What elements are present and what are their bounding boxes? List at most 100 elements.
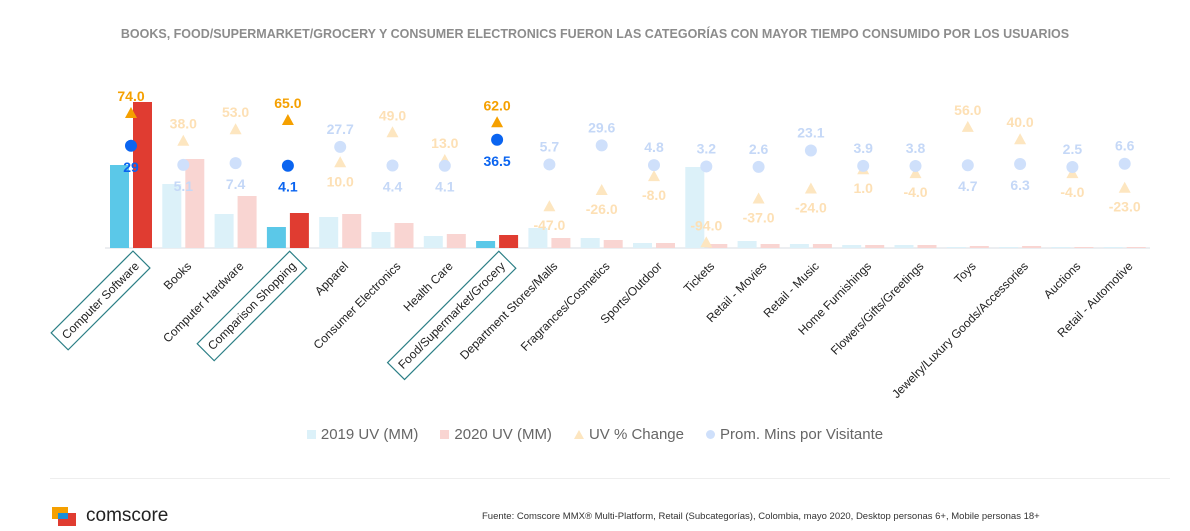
bar-2020[interactable] [185, 159, 205, 248]
bar-2019[interactable] [528, 228, 548, 248]
category-label: Health Care [401, 259, 456, 314]
uv-change-marker[interactable] [229, 123, 242, 135]
mins-marker[interactable] [700, 160, 713, 173]
legend-item-uv-change[interactable]: UV % Change [573, 426, 684, 443]
uv-change-marker[interactable] [595, 184, 608, 196]
bar-2019[interactable] [319, 217, 339, 248]
uv-change-marker[interactable] [648, 170, 660, 182]
bar-2020[interactable] [394, 223, 414, 248]
mins-marker[interactable] [804, 144, 817, 157]
legend-item-2020[interactable]: 2020 UV (MM) [440, 426, 552, 443]
bar-2019[interactable] [214, 214, 234, 248]
bar-2020[interactable] [1074, 247, 1094, 248]
comscore-logo: comscore [52, 505, 168, 527]
bar-2020[interactable] [446, 234, 466, 248]
bar-2019[interactable] [946, 247, 966, 248]
mins-marker[interactable] [961, 159, 974, 172]
uv-change-marker[interactable] [1118, 181, 1131, 193]
bar-2020[interactable] [499, 235, 519, 248]
uv-change-marker[interactable] [752, 192, 765, 204]
mins-marker[interactable] [1014, 157, 1027, 170]
bar-2020[interactable] [865, 245, 885, 248]
mins-label: 29.6 [588, 119, 615, 135]
bar-2019[interactable] [371, 232, 391, 248]
uv-change-label: 38.0 [170, 116, 197, 132]
mins-label: 23.1 [797, 125, 824, 141]
dot-icon [706, 430, 715, 439]
mins-marker[interactable] [752, 160, 765, 173]
bar-2019[interactable] [110, 165, 129, 248]
mins-marker[interactable] [177, 158, 190, 171]
mins-label: 27.7 [327, 121, 354, 137]
legend-item-mins[interactable]: Prom. Mins por Visitante [706, 426, 883, 443]
bar-2019[interactable] [580, 238, 600, 248]
bar-2019[interactable] [894, 245, 914, 248]
mins-label: 5.1 [174, 178, 194, 194]
bar-2019[interactable] [266, 227, 286, 248]
bar-2020[interactable] [760, 244, 780, 248]
mins-marker[interactable] [438, 159, 451, 172]
uv-change-marker[interactable] [909, 167, 922, 179]
uv-change-marker[interactable] [961, 120, 974, 132]
mins-label: 2.6 [749, 141, 769, 157]
uv-change-marker[interactable] [1014, 133, 1027, 145]
bar-2020[interactable] [1022, 246, 1042, 248]
mins-marker[interactable] [125, 139, 137, 152]
category-label: Auctions [1041, 259, 1083, 301]
bar-2019[interactable] [1103, 247, 1123, 248]
bar-2020[interactable] [133, 102, 152, 248]
bar-2020[interactable] [917, 245, 937, 248]
bar-2019[interactable] [633, 243, 652, 248]
bar-2019[interactable] [685, 167, 705, 248]
uv-change-label: -23.0 [1109, 199, 1141, 215]
uv-change-marker[interactable] [491, 116, 504, 128]
mins-marker[interactable] [909, 159, 922, 172]
bar-2019[interactable] [842, 245, 862, 248]
uv-change-marker[interactable] [177, 134, 190, 146]
legend-item-2019[interactable]: 2019 UV (MM) [306, 426, 418, 443]
uv-change-marker[interactable] [386, 126, 399, 138]
mins-marker[interactable] [334, 140, 347, 153]
legend-label: Prom. Mins por Visitante [720, 426, 884, 443]
chart-title: BOOKS, FOOD/SUPERMARKET/GROCERY Y CONSUM… [120, 27, 1070, 41]
mins-marker[interactable] [386, 159, 399, 172]
bar-2019[interactable] [999, 247, 1019, 248]
bar-2020[interactable] [708, 244, 728, 248]
uv-change-label: 65.0 [274, 95, 301, 111]
uv-change-label: -4.0 [903, 184, 927, 200]
uv-change-marker[interactable] [804, 182, 817, 194]
bar-2020[interactable] [656, 243, 675, 248]
bar-2020[interactable] [551, 238, 571, 248]
bar-2019[interactable] [789, 244, 809, 248]
mins-label: 4.4 [383, 178, 403, 194]
bar-2020[interactable] [969, 246, 989, 248]
bar-2020[interactable] [342, 214, 362, 248]
mins-marker[interactable] [543, 158, 556, 171]
uv-change-marker[interactable] [543, 200, 556, 212]
bar-2020[interactable] [812, 244, 832, 248]
mins-marker[interactable] [595, 139, 608, 152]
bar-2019[interactable] [1051, 247, 1071, 248]
uv-change-marker[interactable] [700, 236, 713, 248]
mins-marker[interactable] [1066, 161, 1079, 173]
bar-2019[interactable] [737, 241, 757, 248]
bar-2019[interactable] [162, 184, 182, 248]
bar-2019[interactable] [476, 241, 496, 248]
uv-change-marker[interactable] [125, 107, 137, 119]
highlight-box [196, 250, 308, 362]
uv-change-marker[interactable] [334, 156, 347, 168]
bar-2020[interactable] [289, 213, 309, 248]
bar-2020[interactable] [237, 196, 257, 248]
mins-marker[interactable] [229, 157, 242, 170]
mins-marker[interactable] [281, 159, 294, 172]
mins-marker[interactable] [1118, 157, 1131, 170]
mins-label: 6.6 [1115, 138, 1135, 154]
mins-marker[interactable] [857, 159, 870, 172]
mins-marker[interactable] [491, 133, 504, 146]
triangle-icon [573, 430, 584, 439]
mins-marker[interactable] [648, 159, 660, 172]
bar-2020[interactable] [1126, 247, 1146, 248]
bar-2019[interactable] [423, 236, 443, 248]
uv-change-marker[interactable] [281, 113, 294, 125]
bar-2020[interactable] [603, 240, 623, 248]
